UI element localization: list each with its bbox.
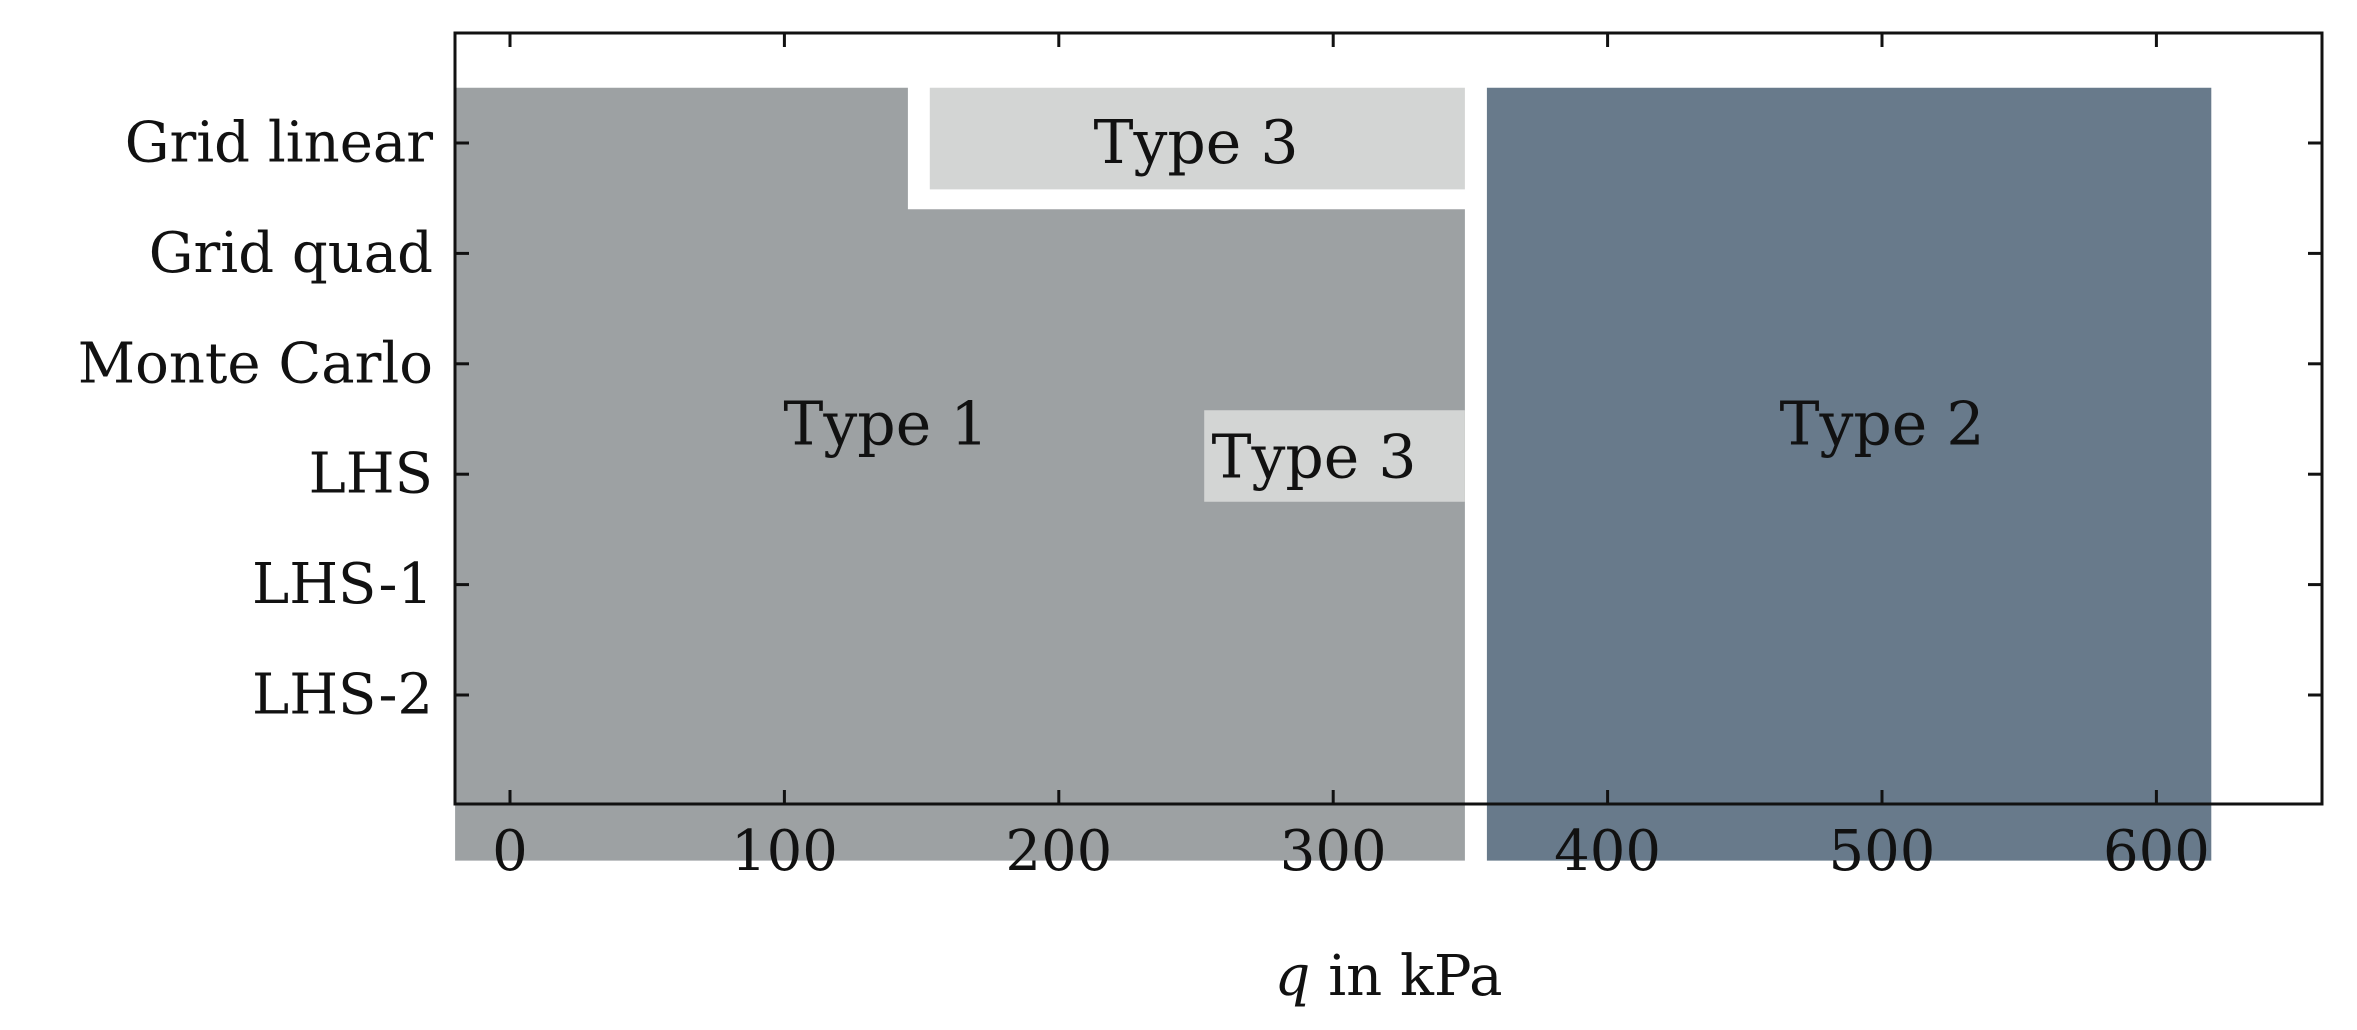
region-type-1-0	[455, 87, 1465, 861]
region-label-1: Type 3	[1093, 108, 1298, 178]
y-tick-label-grid-quad: Grid quad	[149, 221, 433, 286]
region-type-3-1	[929, 87, 1465, 190]
region-labels: Type 1 Type 3 Type 3 Type 2	[783, 108, 1984, 493]
y-tick-label-grid-linear: Grid linear	[125, 111, 433, 176]
x-tick-label-0: 0	[492, 819, 528, 884]
x-tick-label-500: 500	[1829, 819, 1936, 884]
plot-frame	[453, 31, 2324, 806]
y-tick-label-monte-carlo: Monte Carlo	[78, 331, 433, 396]
region-type-2-3	[1486, 87, 2212, 861]
x-tick-label-600: 600	[2103, 819, 2210, 884]
region-label-2: Type 3	[1211, 423, 1416, 493]
regions	[455, 87, 2212, 861]
y-axis: Grid linear Grid quad Monte Carlo LHS LHS-1 L…	[78, 111, 2322, 728]
region-label-3: Type 2	[1779, 390, 1984, 460]
y-tick-label-lhs-2: LHS-2	[252, 663, 433, 728]
x-tick-label-200: 200	[1005, 819, 1112, 884]
x-axis-title: q in kPa	[1275, 944, 1503, 1009]
x-tick-label-400: 400	[1554, 819, 1661, 884]
x-axis-variable: q	[1275, 944, 1311, 1009]
x-axis-unit: in kPa	[1310, 944, 1502, 1009]
x-tick-label-100: 100	[731, 819, 838, 884]
region-label-0: Type 1	[783, 390, 988, 460]
y-tick-label-lhs-1: LHS-1	[252, 552, 433, 617]
y-tick-label-lhs: LHS	[309, 442, 433, 507]
x-axis: 0 100 200 300 400 500 600	[492, 33, 2210, 884]
region-type-3-2	[1204, 410, 1465, 502]
x-tick-label-300: 300	[1280, 819, 1387, 884]
